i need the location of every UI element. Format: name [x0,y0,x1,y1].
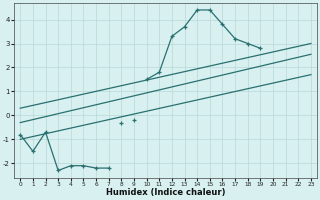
X-axis label: Humidex (Indice chaleur): Humidex (Indice chaleur) [106,188,225,197]
